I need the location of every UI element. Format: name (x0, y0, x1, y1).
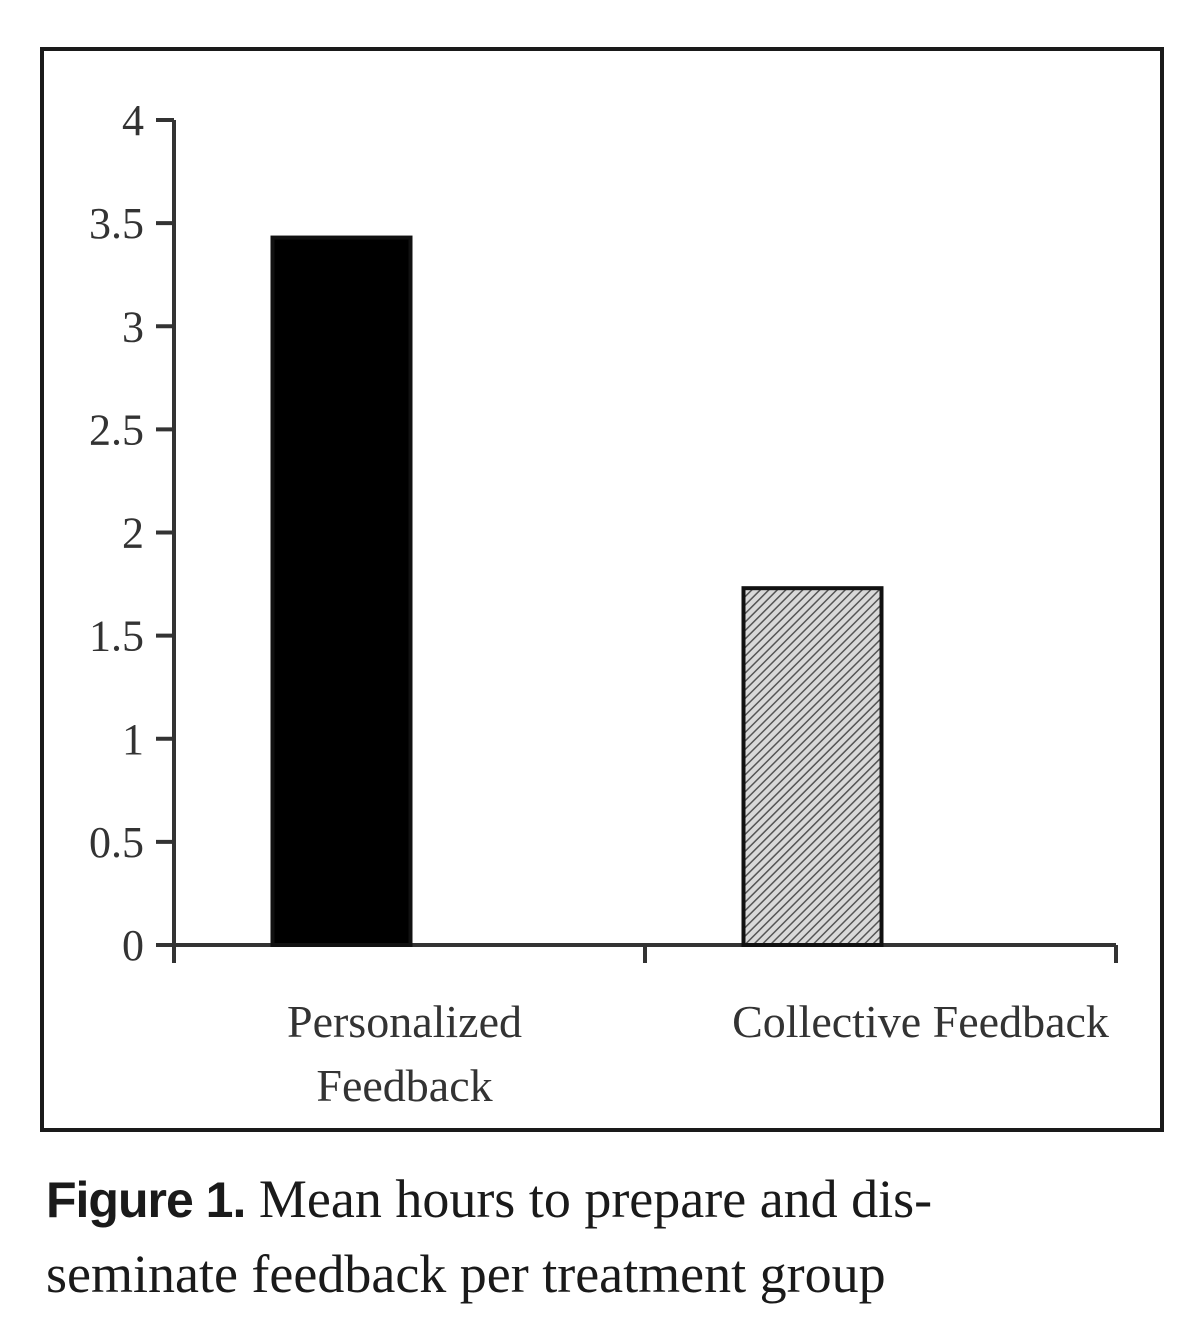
caption-line-2: seminate feedback per treatment group (46, 1244, 886, 1304)
bar-2 (741, 586, 884, 947)
y-tick-label: 4 (122, 96, 144, 145)
chart-frame (40, 47, 1164, 1132)
y-tick-label: 0 (122, 921, 144, 970)
y-tick-label: 0.5 (89, 818, 144, 867)
caption-label: Figure 1. (46, 1172, 246, 1228)
x-category-label: Personalized (287, 996, 522, 1047)
y-tick-label: 1.5 (89, 612, 144, 661)
figure-caption: Figure 1. Mean hours to prepare and dis-… (46, 1162, 1166, 1311)
labels-layer: 0 0.5 1 1.5 2 2.5 3 3.5 4 Personalized Feedback Col… (89, 96, 1109, 1111)
x-category-label: Collective Feedback (732, 996, 1109, 1047)
bars-layer (270, 235, 884, 947)
x-category-label: Feedback (316, 1060, 492, 1111)
y-tick-label: 3.5 (89, 199, 144, 248)
y-tick-label: 2 (122, 509, 144, 558)
bar-1 (270, 235, 413, 947)
caption-line-1: Mean hours to prepare and dis- (258, 1169, 933, 1229)
y-tick-label: 2.5 (89, 405, 144, 454)
y-tick-label: 1 (122, 715, 144, 764)
y-tick-label: 3 (122, 302, 144, 351)
bar-chart: 0 0.5 1 1.5 2 2.5 3 3.5 4 Personalized Feedback Col… (89, 96, 1118, 1111)
